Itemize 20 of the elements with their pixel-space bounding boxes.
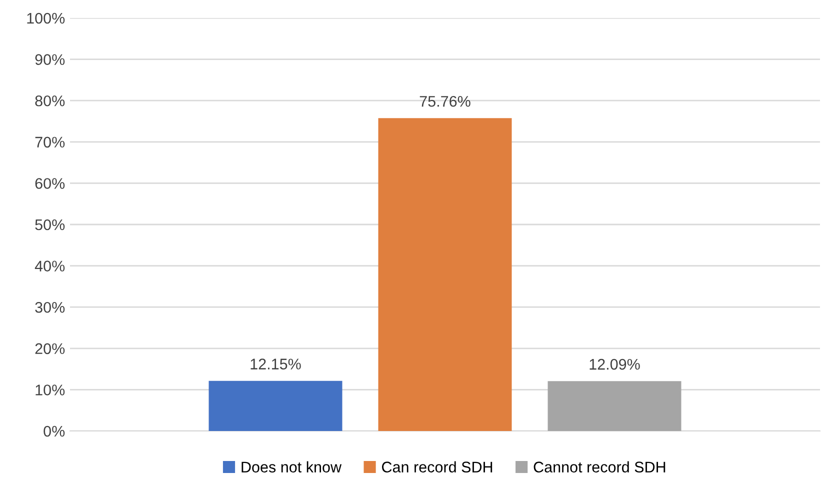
y-tick-label: 30% (35, 302, 65, 313)
data-label: 12.09% (590, 358, 640, 370)
data-label: 75.76% (420, 96, 470, 107)
legend-label: Can record SDH (382, 461, 492, 472)
y-tick-label: 10% (36, 384, 65, 396)
y-tick-label: 70% (35, 136, 65, 148)
bar (548, 381, 682, 431)
y-tick-label: 80% (35, 95, 65, 106)
data-label: 12.15% (250, 358, 301, 370)
y-tick-label: 100% (27, 12, 65, 24)
legend-label: Cannot record SDH (534, 461, 666, 472)
y-tick-label: 90% (35, 54, 65, 65)
bar (208, 380, 342, 431)
bar (378, 118, 512, 431)
y-tick-label: 50% (35, 219, 65, 230)
y-tick-label: 40% (34, 260, 65, 272)
y-tick-label: 0% (44, 426, 65, 437)
legend-label: Does not know (242, 461, 342, 472)
y-tick-label: 60% (35, 178, 65, 189)
y-tick-label: 20% (35, 343, 65, 354)
